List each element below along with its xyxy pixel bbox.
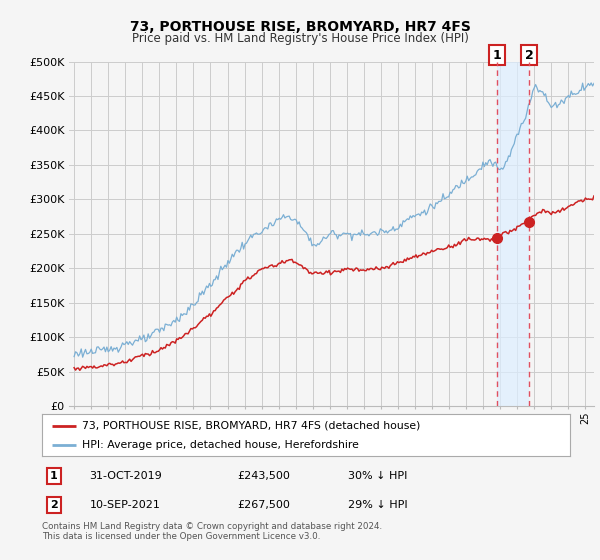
Text: £243,500: £243,500 [238, 470, 290, 480]
Bar [497, 62, 529, 406]
Text: 2: 2 [50, 500, 58, 510]
Text: 73, PORTHOUSE RISE, BROMYARD, HR7 4FS: 73, PORTHOUSE RISE, BROMYARD, HR7 4FS [130, 20, 470, 34]
Text: 73, PORTHOUSE RISE, BROMYARD, HR7 4FS (detached house): 73, PORTHOUSE RISE, BROMYARD, HR7 4FS (d… [82, 421, 420, 431]
Text: 1: 1 [50, 470, 58, 480]
Text: 2: 2 [524, 49, 533, 62]
Text: Price paid vs. HM Land Registry's House Price Index (HPI): Price paid vs. HM Land Registry's House … [131, 32, 469, 45]
Text: HPI: Average price, detached house, Herefordshire: HPI: Average price, detached house, Here… [82, 440, 358, 450]
Text: 10-SEP-2021: 10-SEP-2021 [89, 500, 160, 510]
Text: 31-OCT-2019: 31-OCT-2019 [89, 470, 162, 480]
Text: £267,500: £267,500 [238, 500, 290, 510]
Text: 29% ↓ HPI: 29% ↓ HPI [348, 500, 408, 510]
Text: 1: 1 [493, 49, 502, 62]
Text: Contains HM Land Registry data © Crown copyright and database right 2024.
This d: Contains HM Land Registry data © Crown c… [42, 522, 382, 542]
Text: 30% ↓ HPI: 30% ↓ HPI [348, 470, 407, 480]
